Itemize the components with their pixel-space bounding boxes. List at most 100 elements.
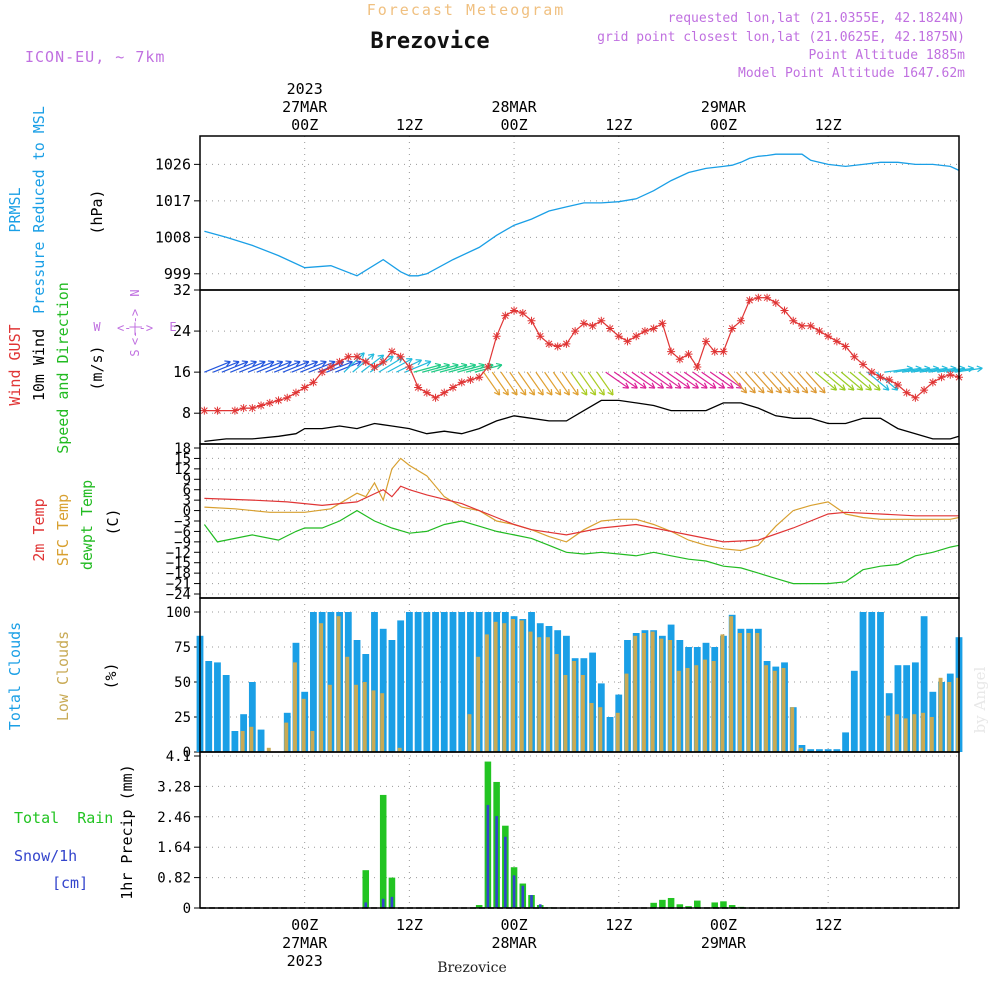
temp-ytick-label: −3: [174, 514, 191, 530]
wind-direction-arrow: [509, 371, 527, 396]
wind-direction-arrowhead: [701, 386, 708, 389]
requested-coords: requested lon,lat (21.0355E, 42.1824N): [668, 11, 965, 26]
wind-gust-point: [274, 396, 283, 405]
wind-direction-arrowhead: [493, 391, 500, 396]
wind-10m-line: [204, 399, 960, 443]
wind-direction-arrowhead: [886, 384, 890, 391]
total-cloud-bar: [833, 749, 841, 752]
wind-gust-point: [518, 309, 527, 318]
wind-gust-point: [780, 306, 789, 315]
wind-gust-point: [859, 360, 868, 369]
wind-gust-point: [544, 339, 553, 348]
snow-bar: [381, 898, 385, 908]
wind-gust-point: [588, 321, 597, 330]
wind-gust-point: [248, 404, 257, 413]
wind-direction-arrowhead: [959, 365, 966, 369]
total-cloud-bar: [440, 612, 448, 752]
wind-direction-arrow: [788, 371, 809, 394]
compass-east: E: [169, 320, 176, 334]
wind-direction-arrowhead: [367, 353, 375, 356]
wind-direction-arrow: [517, 371, 535, 396]
wind-direction-arrow: [770, 371, 791, 394]
snow-bar: [512, 875, 516, 908]
wind-direction-arrow: [648, 371, 673, 389]
wind-direction-arrow: [230, 361, 257, 373]
wind-gust-point: [771, 298, 780, 307]
wind-gust-point: [440, 388, 449, 397]
low-cloud-bar: [266, 747, 271, 752]
wind-direction-arrowhead: [977, 367, 983, 373]
total-cloud-bar: [397, 620, 405, 752]
wind-direction-arrowhead: [568, 389, 570, 396]
total-cloud-bar: [379, 628, 387, 752]
temp-sfc-line: [204, 457, 960, 552]
wind-direction-arrow: [823, 371, 846, 391]
wind-gust-point: [911, 393, 920, 402]
wind-direction-arrowhead: [810, 390, 817, 394]
low-cloud-bar: [929, 717, 934, 752]
pressure-ytick-label: 1008: [155, 228, 191, 246]
total-cloud-bar: [911, 662, 919, 752]
low-cloud-bar: [781, 668, 786, 752]
top-time-label: 00Z: [710, 116, 737, 134]
low-cloud-bar: [947, 682, 952, 752]
wind-direction-arrow: [352, 353, 375, 373]
low-cloud-bar: [537, 637, 542, 752]
wind-direction-arrowhead: [915, 365, 922, 369]
snow-bar: [486, 804, 490, 908]
wind-10m-label: 10m Wind: [30, 329, 48, 401]
wind-direction-arrowhead: [572, 391, 579, 396]
wind-direction-arrowhead: [648, 386, 655, 389]
wind-gust-point: [658, 319, 667, 328]
temp-frame: [199, 443, 960, 599]
wind-direction-arrowhead: [877, 384, 881, 391]
total-cloud-label: Total Clouds: [6, 622, 24, 730]
wind-direction-arrows: [204, 352, 983, 396]
compass-horizontal: <-|->: [117, 321, 153, 335]
wind-gust-point: [693, 363, 702, 371]
wind-direction-arrowhead: [721, 382, 726, 389]
wind-direction-arrowhead: [497, 364, 503, 370]
precip-ytick-label: 3.28: [157, 779, 191, 795]
wind-direction-arrowhead: [669, 382, 673, 389]
wind-direction-arrowhead: [328, 360, 336, 363]
wind-direction-arrowhead: [533, 389, 536, 396]
wind-direction-arrowhead: [452, 362, 459, 366]
wind-direction-arrowhead: [546, 391, 553, 396]
compass-south: S: [128, 349, 142, 356]
wind-direction-arrowhead: [563, 391, 570, 396]
rain-bar: [728, 905, 736, 908]
wind-direction-arrow: [413, 364, 441, 373]
total-cloud-bar: [371, 612, 378, 752]
wind-gust-point: [841, 342, 850, 351]
wind-direction-arrowhead: [976, 365, 983, 369]
temp-ytick-label: −12: [166, 545, 191, 561]
wind-direction-arrowhead: [585, 389, 588, 396]
wind-direction-arrow: [657, 371, 682, 389]
wind-direction-arrow: [221, 361, 248, 373]
precip-frame: [199, 751, 960, 909]
wind-direction-arrowhead: [502, 391, 509, 396]
wind-direction-arrow: [483, 371, 501, 396]
rain-bar: [475, 905, 483, 908]
rain-bar: [711, 902, 718, 908]
low-cloud-bar: [956, 677, 960, 752]
wind-direction-arrow: [779, 371, 800, 394]
temp-ytick-label: 3: [183, 493, 191, 509]
wind-direction-arrowhead: [515, 389, 518, 396]
wind-gust-point: [902, 388, 911, 397]
snow-unit-label: [cm]: [52, 874, 88, 892]
bottom-time-label: 12Z: [815, 916, 842, 934]
wind-direction-arrow: [247, 361, 275, 373]
wind-direction-arrowhead: [356, 361, 362, 367]
wind-gust-point: [431, 393, 440, 402]
total-cloud-bar: [214, 662, 221, 752]
wind-direction-arrowhead: [320, 360, 327, 363]
low-cloud-bar: [362, 682, 367, 752]
wind-direction-arrowhead: [267, 360, 275, 363]
wind-direction-arrowhead: [295, 361, 301, 367]
temp-ytick-label: −9: [174, 535, 191, 551]
wind-gust-point: [510, 306, 519, 315]
temp-2m-label: 2m Temp: [30, 498, 48, 561]
wind-gust-point: [536, 332, 545, 341]
